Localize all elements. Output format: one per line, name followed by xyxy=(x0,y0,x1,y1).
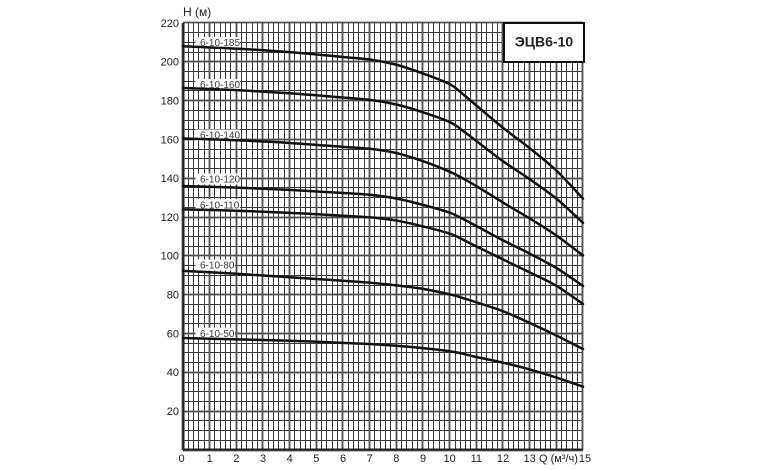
svg-text:5: 5 xyxy=(313,453,319,465)
svg-text:0: 0 xyxy=(178,453,184,465)
svg-text:6-10-140: 6-10-140 xyxy=(200,131,240,142)
svg-text:10: 10 xyxy=(444,453,456,465)
svg-text:15: 15 xyxy=(579,453,591,465)
svg-text:6-10-50: 6-10-50 xyxy=(200,329,235,340)
svg-text:Q (м³/ч): Q (м³/ч) xyxy=(539,453,578,465)
svg-text:11: 11 xyxy=(471,453,482,465)
svg-text:13: 13 xyxy=(524,453,536,465)
svg-text:9: 9 xyxy=(420,453,426,465)
svg-text:2: 2 xyxy=(233,453,239,465)
svg-text:6-10-160: 6-10-160 xyxy=(200,80,240,91)
svg-text:6-10-120: 6-10-120 xyxy=(200,175,240,186)
svg-text:8: 8 xyxy=(393,453,399,465)
svg-text:40: 40 xyxy=(167,367,179,379)
svg-text:180: 180 xyxy=(161,95,179,107)
svg-text:4: 4 xyxy=(287,453,293,465)
svg-text:220: 220 xyxy=(161,18,179,30)
svg-text:6-10-110: 6-10-110 xyxy=(200,200,240,211)
svg-text:7: 7 xyxy=(367,453,373,465)
svg-text:3: 3 xyxy=(260,453,266,465)
svg-text:12: 12 xyxy=(497,453,509,465)
svg-text:6-10-185: 6-10-185 xyxy=(200,38,240,49)
svg-text:20: 20 xyxy=(167,406,179,418)
svg-text:120: 120 xyxy=(161,212,179,224)
svg-text:ЭЦВ6-10: ЭЦВ6-10 xyxy=(515,34,574,50)
svg-text:80: 80 xyxy=(167,290,179,302)
svg-text:60: 60 xyxy=(167,328,179,340)
svg-text:200: 200 xyxy=(161,57,179,69)
svg-text:1: 1 xyxy=(207,453,213,465)
svg-text:Н (м): Н (м) xyxy=(183,5,211,19)
svg-text:6-10-80: 6-10-80 xyxy=(200,261,235,272)
svg-text:6: 6 xyxy=(340,453,346,465)
svg-text:160: 160 xyxy=(161,134,179,146)
svg-text:140: 140 xyxy=(161,173,179,185)
svg-text:100: 100 xyxy=(161,251,179,263)
